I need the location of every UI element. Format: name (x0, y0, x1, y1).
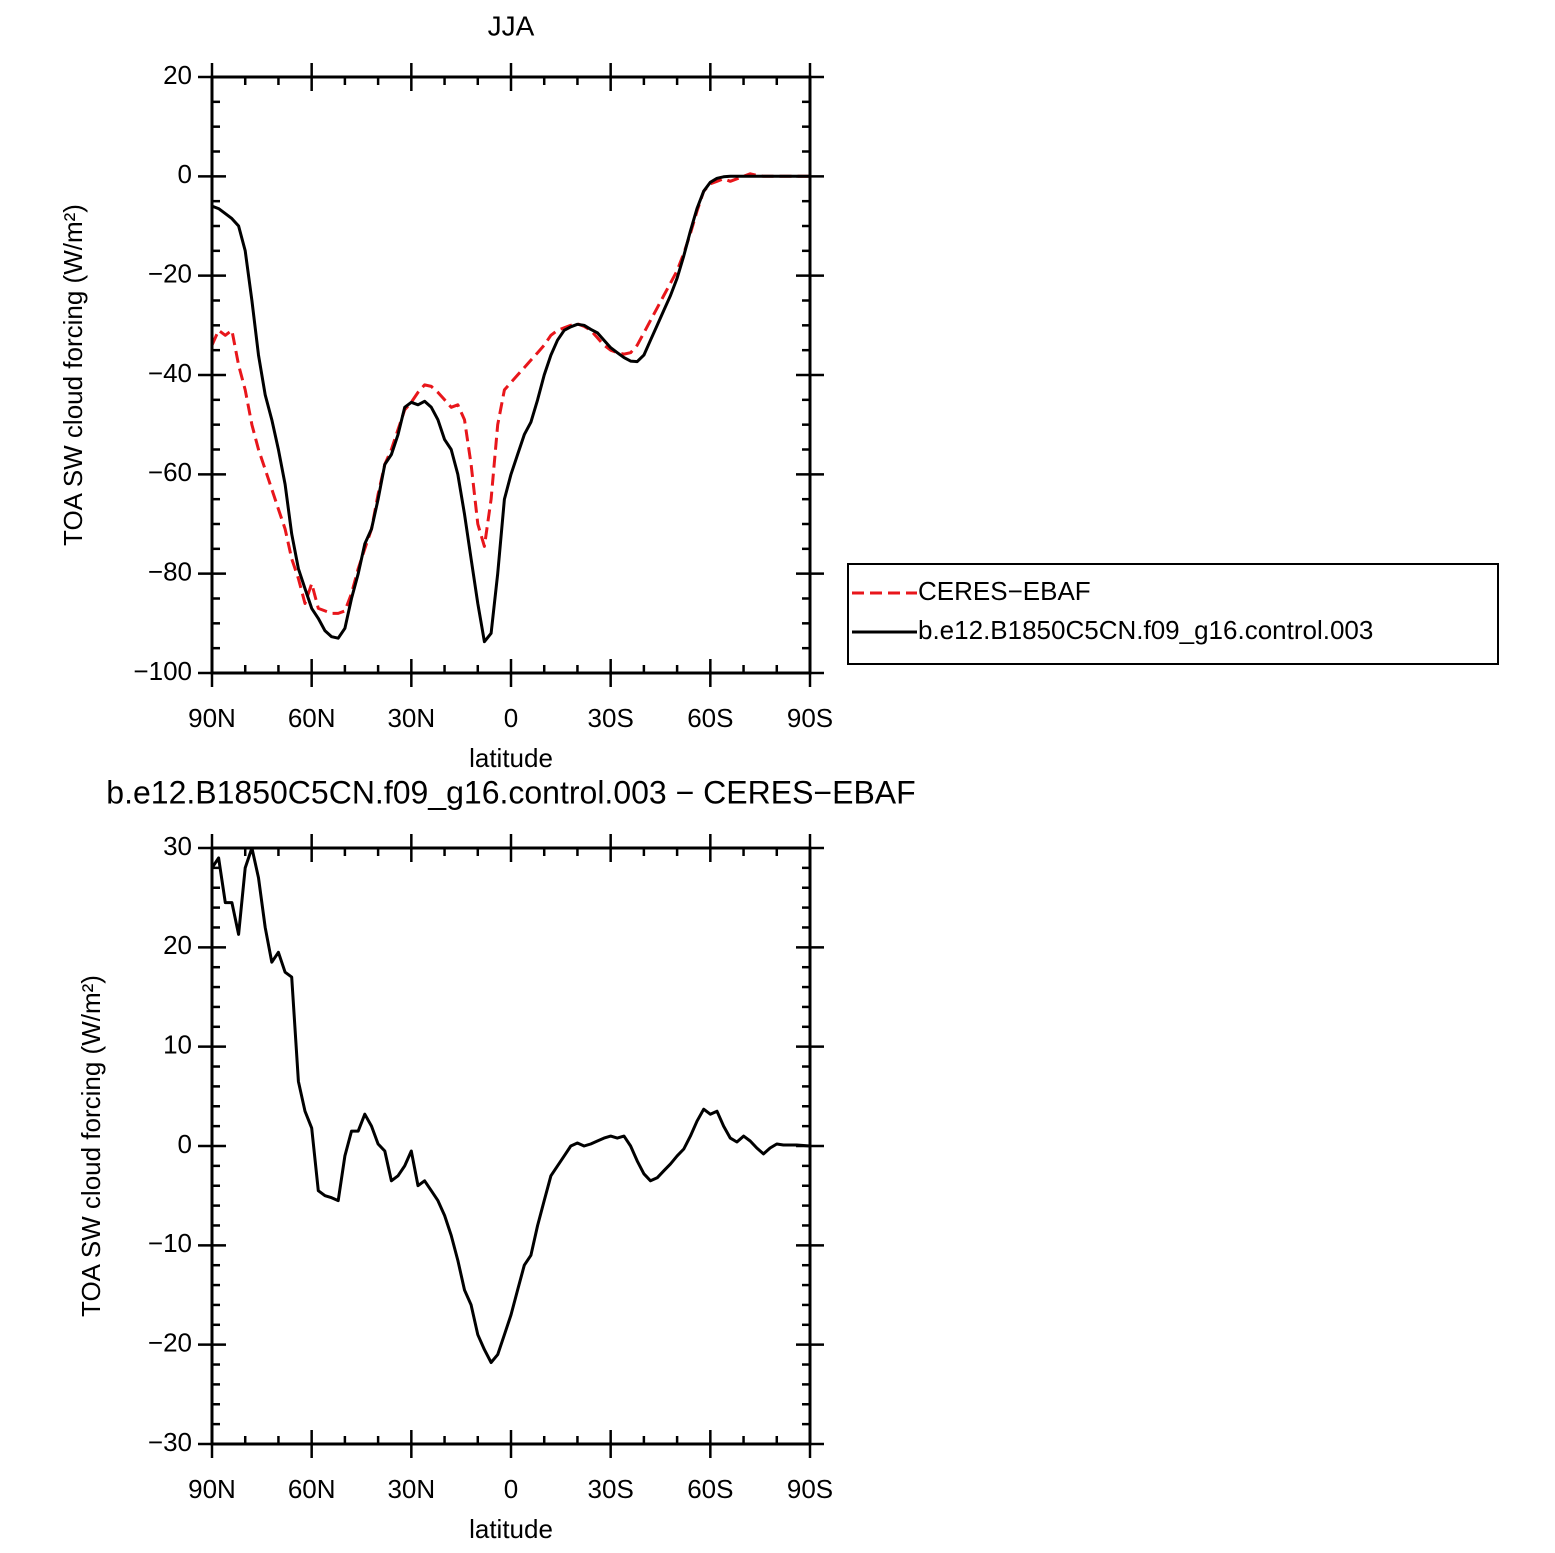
chart-title: b.e12.B1850C5CN.f09_g16.control.003 − CE… (106, 774, 915, 810)
x-axis-label: latitude (469, 1514, 553, 1544)
y-tick-label: 0 (178, 159, 192, 189)
data-line (211, 174, 810, 644)
data-line (210, 846, 811, 1364)
x-tick-label: 0 (504, 703, 518, 733)
x-tick-label: 30S (588, 1474, 634, 1504)
data-line (210, 172, 810, 615)
y-tick-label: −20 (148, 1328, 192, 1358)
legend-box (847, 563, 1499, 665)
x-tick-label: 30N (387, 1474, 435, 1504)
x-tick-label: 30N (387, 703, 435, 733)
y-tick-label: −80 (148, 557, 192, 587)
y-tick-label: 20 (163, 60, 192, 90)
y-tick-label: −20 (148, 259, 192, 289)
x-tick-label: 60S (687, 703, 733, 733)
y-tick-label: 0 (178, 1129, 192, 1159)
legend-label: b.e12.B1850C5CN.f09_g16.control.003 (918, 615, 1373, 645)
legend: CERES−EBAF b.e12.B1850C5CN.f09_g16.contro… (847, 563, 1499, 665)
x-tick-label: 60S (687, 1474, 733, 1504)
y-tick-label: 30 (163, 831, 192, 861)
y-tick-label: −10 (148, 1228, 192, 1258)
x-tick-label: 90N (188, 703, 236, 733)
x-tick-label: 90N (188, 1474, 236, 1504)
y-tick-label: −40 (148, 358, 192, 388)
legend-label: CERES−EBAF (918, 576, 1091, 606)
x-tick-label: 90S (787, 703, 833, 733)
x-tick-label: 30S (588, 703, 634, 733)
x-tick-label: 60N (288, 1474, 336, 1504)
y-tick-label: −30 (148, 1427, 192, 1457)
x-tick-label: 0 (504, 1474, 518, 1504)
x-tick-label: 90S (787, 1474, 833, 1504)
y-axis-label: TOA SW cloud forcing (W/m²) (76, 975, 106, 1317)
y-tick-label: −60 (148, 457, 192, 487)
plot-frame (210, 75, 812, 675)
y-tick-label: 10 (163, 1030, 192, 1060)
y-axis-label: TOA SW cloud forcing (W/m²) (58, 204, 88, 546)
x-tick-label: 60N (288, 703, 336, 733)
y-tick-label: −100 (133, 656, 192, 686)
plot-frame (210, 846, 812, 1446)
y-tick-label: 20 (163, 930, 192, 960)
chart-title: JJA (488, 10, 535, 41)
x-axis-label: latitude (469, 743, 553, 773)
